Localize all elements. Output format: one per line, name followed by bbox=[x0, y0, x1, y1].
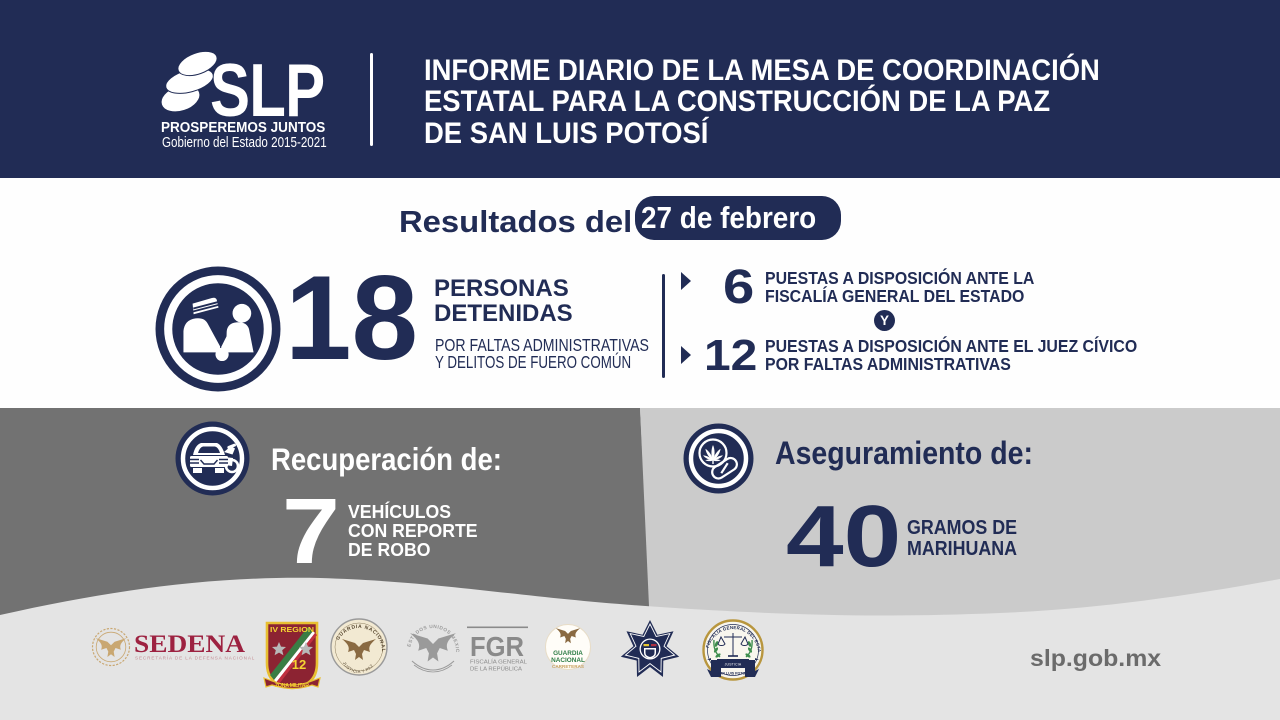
svg-text:FISCALÍA GENERAL: FISCALÍA GENERAL bbox=[470, 659, 527, 666]
svg-text:SEDENA: SEDENA bbox=[134, 631, 245, 658]
svg-text:ZONA MILITAR: ZONA MILITAR bbox=[275, 683, 309, 689]
svg-text:JUSTICIA: JUSTICIA bbox=[725, 662, 742, 666]
svg-text:12: 12 bbox=[292, 657, 306, 672]
svg-text:NACIONAL: NACIONAL bbox=[551, 657, 585, 664]
svg-text:SAN LUIS POTOSÍ: SAN LUIS POTOSÍ bbox=[717, 671, 749, 676]
svg-text:IV REGION: IV REGION bbox=[270, 625, 314, 634]
svg-text:DE LA REPÚBLICA: DE LA REPÚBLICA bbox=[470, 666, 522, 673]
svg-text:CARRETERAS: CARRETERAS bbox=[552, 664, 584, 669]
svg-text:FGR: FGR bbox=[470, 631, 524, 662]
svg-text:GUARDIA: GUARDIA bbox=[553, 650, 583, 657]
svg-text:SECRETARÍA DE LA DEFENSA NACIO: SECRETARÍA DE LA DEFENSA NACIONAL bbox=[135, 655, 255, 661]
